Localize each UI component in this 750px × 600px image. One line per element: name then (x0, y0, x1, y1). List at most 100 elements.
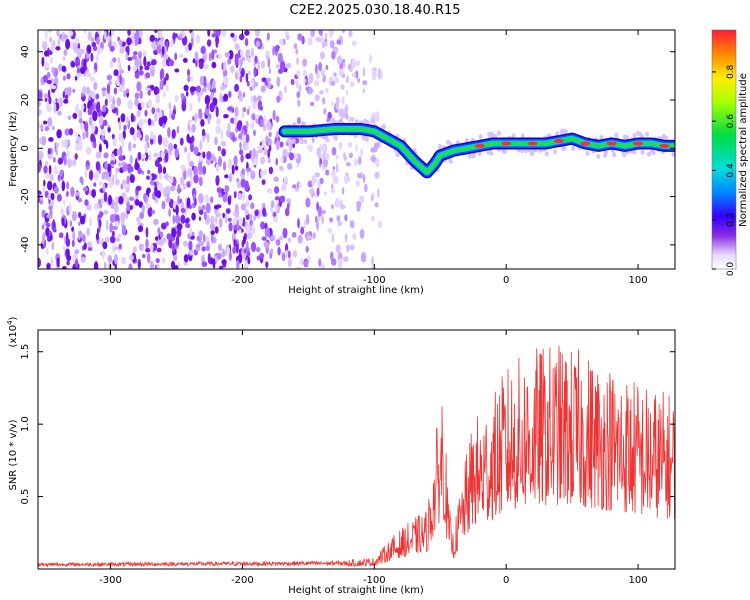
noise-blob (242, 217, 246, 227)
noise-blob (292, 152, 298, 160)
noise-blob (133, 51, 138, 56)
noise-blob (259, 119, 264, 128)
noise-blob (114, 253, 118, 265)
noise-blob (224, 52, 231, 58)
noise-blob (192, 58, 196, 64)
noise-blob (109, 213, 116, 223)
noise-blob (127, 99, 133, 110)
noise-blob (153, 174, 157, 180)
noise-blob (317, 37, 321, 42)
noise-blob (344, 174, 348, 185)
noise-blob (255, 150, 259, 159)
noise-blob (67, 115, 72, 121)
noise-blob (38, 90, 43, 101)
noise-blob (155, 236, 159, 241)
noise-blob (195, 60, 198, 68)
noise-blob (126, 116, 129, 125)
noise-blob (204, 193, 209, 204)
noise-blob (338, 68, 344, 77)
noise-blob (360, 256, 367, 263)
noise-blob (234, 53, 239, 60)
spectrogram-y-tick-label: 20 (20, 94, 31, 107)
noise-blob (288, 140, 293, 152)
noise-blob (314, 192, 318, 198)
noise-blob (267, 57, 271, 69)
noise-blob (234, 203, 239, 214)
noise-blob (112, 57, 117, 63)
noise-blob (168, 102, 172, 110)
noise-blob (201, 87, 207, 93)
noise-blob (245, 144, 249, 151)
noise-blob (212, 87, 216, 94)
noise-blob (205, 246, 210, 251)
noise-blob (335, 163, 339, 173)
halo-blob (502, 149, 507, 155)
noise-blob (260, 207, 263, 218)
noise-blob (325, 169, 330, 176)
noise-blob (356, 201, 361, 212)
noise-blob (206, 102, 209, 109)
noise-blob (63, 48, 68, 57)
noise-blob (159, 31, 163, 39)
snr-panel: -300 -200 -100 0 100 0.5 1.0 1.5 Height of str… (6, 316, 676, 596)
noise-blob (213, 30, 216, 34)
noise-blob (238, 90, 242, 97)
noise-blob (114, 220, 120, 228)
noise-blob (268, 144, 272, 152)
noise-blob (264, 227, 270, 237)
noise-blob (238, 67, 242, 72)
noise-blob (91, 123, 96, 133)
noise-blob (239, 141, 242, 150)
noise-blob (156, 87, 160, 94)
noise-blob (299, 258, 304, 266)
noise-blob (171, 227, 177, 238)
noise-blob (345, 77, 349, 84)
noise-blob (149, 174, 153, 180)
noise-blob (211, 33, 217, 38)
noise-blob (234, 223, 237, 231)
noise-blob (225, 208, 231, 214)
noise-blob (187, 123, 191, 131)
noise-blob (145, 247, 151, 253)
ridge-peak (633, 141, 644, 146)
noise-blob (245, 209, 249, 216)
noise-blob (137, 168, 142, 175)
noise-blob (324, 88, 329, 93)
noise-blob (160, 68, 165, 79)
halo-blob (614, 132, 619, 138)
noise-blob (97, 203, 101, 209)
noise-blob (236, 180, 242, 189)
noise-blob (167, 127, 171, 138)
ridge-peak (606, 141, 617, 146)
noise-blob (45, 222, 51, 228)
noise-blob (114, 263, 117, 269)
spectrogram-y-tick-label: -40 (20, 237, 31, 253)
snr-x-tick-label: -300 (99, 575, 122, 586)
noise-blob (374, 171, 380, 179)
noise-blob (210, 215, 215, 226)
noise-blob (343, 152, 346, 158)
noise-blob (253, 66, 257, 78)
noise-blob (134, 72, 140, 79)
noise-blob (207, 115, 211, 125)
noise-blob (333, 72, 337, 77)
noise-blob (129, 254, 134, 261)
noise-blob (184, 206, 188, 216)
noise-blob (127, 57, 133, 61)
halo-blob (661, 133, 666, 139)
noise-blob (109, 222, 113, 233)
noise-blob (72, 159, 77, 167)
halo-blob (640, 149, 645, 155)
noise-blob (75, 142, 80, 152)
noise-blob (116, 149, 121, 156)
noise-blob (153, 152, 159, 158)
noise-blob (138, 201, 144, 208)
noise-blob (237, 217, 243, 224)
noise-blob (199, 75, 204, 86)
noise-blob (163, 174, 170, 180)
noise-blob (120, 256, 127, 265)
noise-blob (297, 218, 300, 229)
noise-blob (207, 30, 211, 37)
noise-blob (183, 254, 189, 263)
halo-blob (350, 117, 355, 122)
